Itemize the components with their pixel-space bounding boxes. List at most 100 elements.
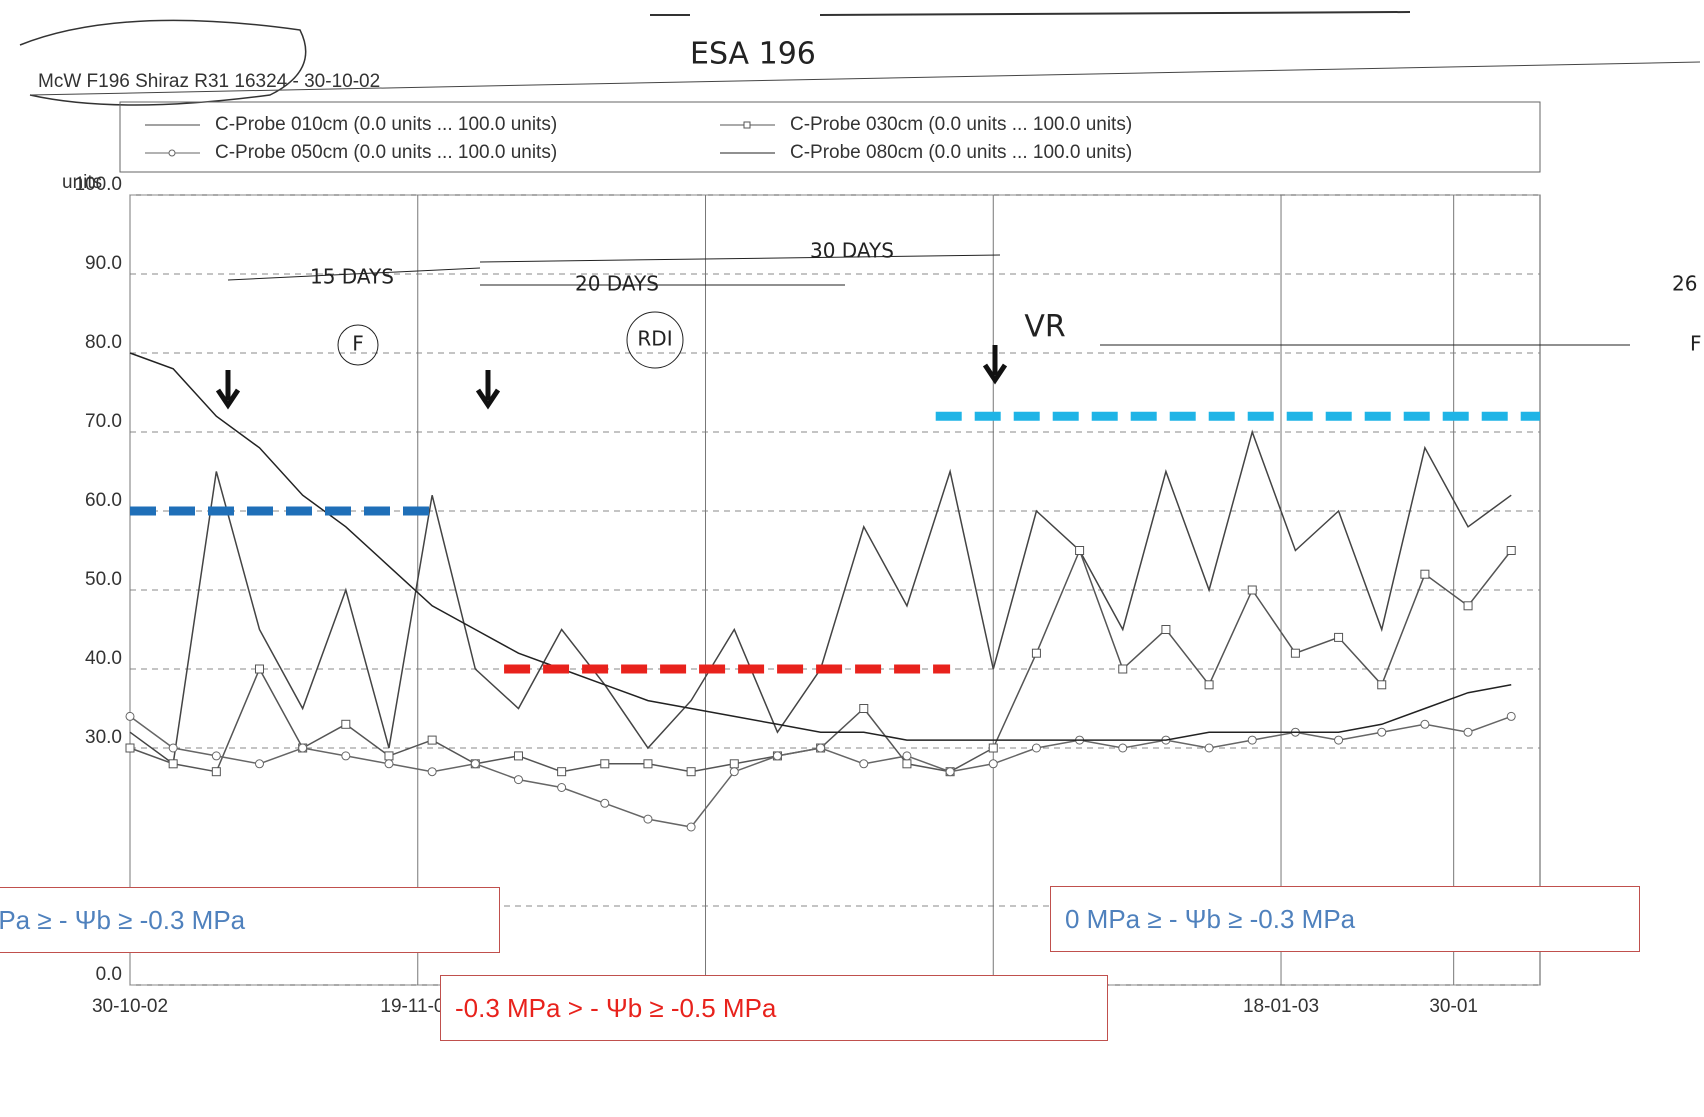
annotation: 26 [1672, 272, 1697, 296]
point [1464, 602, 1472, 610]
point [860, 760, 868, 768]
annotation: 30 DAYS [810, 239, 894, 263]
point [773, 752, 781, 760]
event-arrow [218, 370, 238, 405]
point [169, 744, 177, 752]
annotation: F [1690, 332, 1702, 356]
legend-marker [744, 122, 750, 128]
x-tick-label: 30-01 [1429, 996, 1478, 1017]
point [342, 720, 350, 728]
annotation: RDI [637, 327, 672, 351]
point [687, 768, 695, 776]
point [1421, 720, 1429, 728]
y-tick-label: 70.0 [85, 411, 122, 432]
y-tick-label: 90.0 [85, 253, 122, 274]
x-tick-label: 30-10-02 [92, 996, 168, 1017]
point [385, 752, 393, 760]
point [1162, 626, 1170, 634]
page: {"chart_data": { "type": "line", "title"… [0, 0, 1704, 1117]
legend-label: C-Probe 030cm (0.0 units ... 100.0 units… [790, 114, 1132, 135]
box-text: -0.3 MPa > - Ψb ≥ -0.5 MPa [455, 993, 776, 1024]
point [1205, 744, 1213, 752]
annotation-box: -0.3 MPa > - Ψb ≥ -0.5 MPa [440, 975, 1108, 1041]
point [514, 752, 522, 760]
annotation-box: 0 MPa ≥ - Ψb ≥ -0.3 MPa [0, 887, 500, 953]
y-tick-label: 60.0 [85, 490, 122, 511]
series-line [130, 716, 1511, 827]
point [1507, 547, 1515, 555]
point [903, 760, 911, 768]
point [1119, 744, 1127, 752]
event-arrow [478, 370, 498, 405]
annotations: 15 DAYS 20 DAYS 30 DAYS F RDI VR 26 F [218, 239, 1702, 406]
point [255, 760, 263, 768]
point [255, 665, 263, 673]
y-tick-label: 80.0 [85, 332, 122, 353]
series-line [130, 353, 1511, 740]
point [989, 744, 997, 752]
point [428, 736, 436, 744]
point [1335, 633, 1343, 641]
legend-label: C-Probe 080cm (0.0 units ... 100.0 units… [790, 142, 1132, 163]
series-line [130, 432, 1511, 764]
point [471, 760, 479, 768]
point [730, 768, 738, 776]
point [1205, 681, 1213, 689]
box-text: 0 MPa ≥ - Ψb ≥ -0.3 MPa [1065, 904, 1355, 935]
scan-line [820, 12, 1410, 15]
point [126, 712, 134, 720]
point [385, 760, 393, 768]
y-tick-label: 0.0 [96, 964, 122, 985]
point [946, 768, 954, 776]
y-tick-label: 50.0 [85, 569, 122, 590]
annotation: 20 DAYS [575, 272, 659, 296]
point [1032, 649, 1040, 657]
point [1378, 681, 1386, 689]
annotation-box: 0 MPa ≥ - Ψb ≥ -0.3 MPa [1050, 886, 1640, 952]
point [644, 815, 652, 823]
legend-marker [169, 150, 175, 156]
point [1378, 728, 1386, 736]
annotation: 15 DAYS [310, 265, 394, 289]
point [126, 744, 134, 752]
point [1076, 547, 1084, 555]
point [342, 752, 350, 760]
point [687, 823, 695, 831]
point [1335, 736, 1343, 744]
point [558, 768, 566, 776]
point [299, 744, 307, 752]
annotation: VR [1024, 310, 1065, 345]
point [601, 760, 609, 768]
series-line [130, 551, 1511, 772]
chart-subtitle: ESA 196 [690, 37, 816, 72]
point [169, 760, 177, 768]
annotation: F [352, 332, 364, 356]
point [730, 760, 738, 768]
point [1507, 712, 1515, 720]
y-tick-label: 100.0 [74, 174, 122, 195]
point [212, 752, 220, 760]
point [558, 784, 566, 792]
x-tick-label: 18-01-03 [1243, 996, 1319, 1017]
point [860, 705, 868, 713]
point [1119, 665, 1127, 673]
point [1291, 649, 1299, 657]
point [817, 744, 825, 752]
legend-label: C-Probe 010cm (0.0 units ... 100.0 units… [215, 114, 557, 135]
y-tick-label: 40.0 [85, 648, 122, 669]
point [212, 768, 220, 776]
point [1248, 586, 1256, 594]
point [903, 752, 911, 760]
box-text: 0 MPa ≥ - Ψb ≥ -0.3 MPa [0, 905, 245, 936]
point [1032, 744, 1040, 752]
point [989, 760, 997, 768]
point [1421, 570, 1429, 578]
y-tick-label: 30.0 [85, 727, 122, 748]
point [1248, 736, 1256, 744]
point [428, 768, 436, 776]
point [644, 760, 652, 768]
span-line [480, 255, 1000, 262]
point [601, 799, 609, 807]
point [1464, 728, 1472, 736]
event-arrow [985, 345, 1005, 380]
